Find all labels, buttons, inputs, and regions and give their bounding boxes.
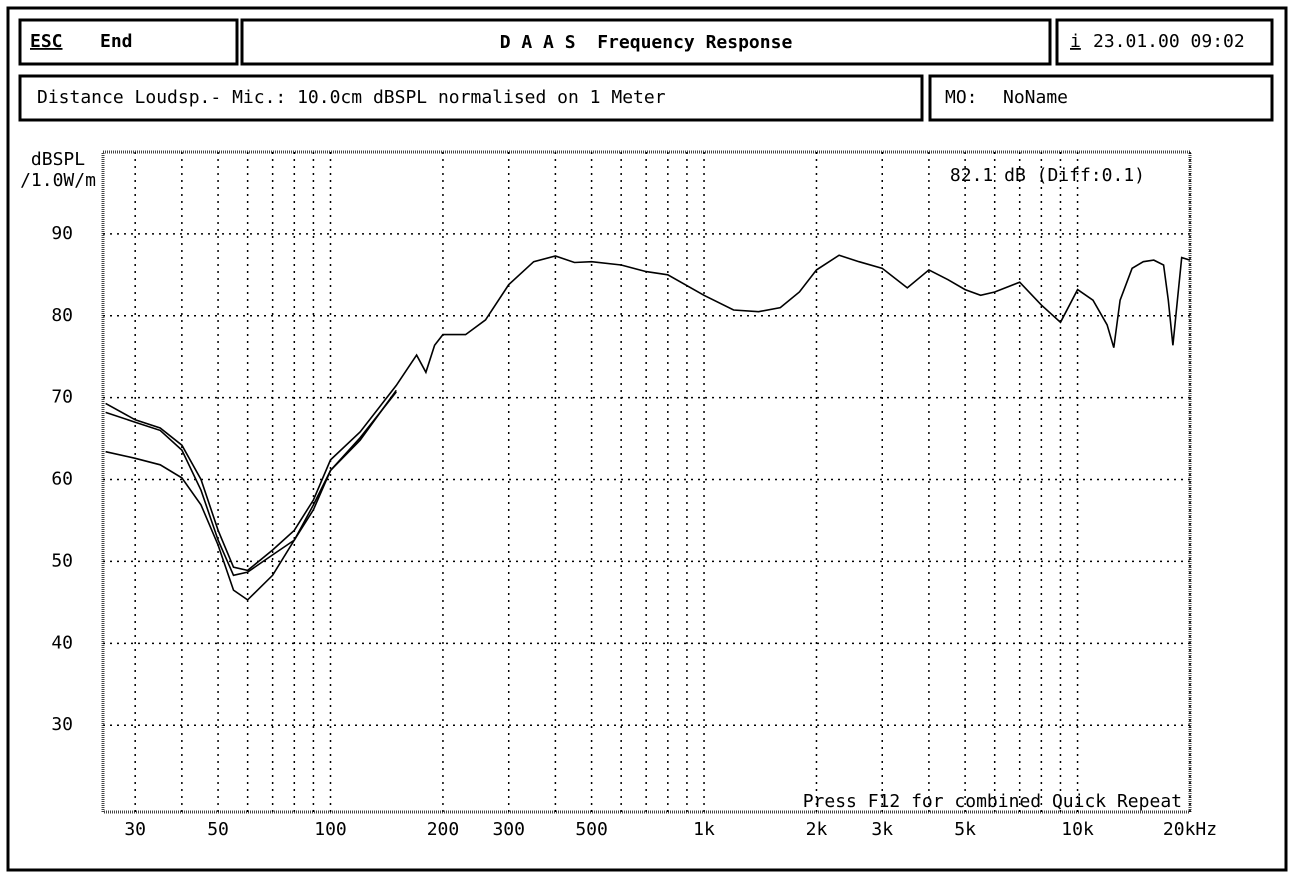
footer-hint: Press F12 for combined Quick Repeat bbox=[803, 791, 1182, 812]
x-tick-label: 50 bbox=[207, 819, 229, 840]
date-box bbox=[1055, 18, 1274, 66]
x-tick-label: 3k bbox=[871, 819, 893, 840]
window-frame bbox=[6, 6, 1288, 872]
esc-box[interactable] bbox=[18, 18, 239, 66]
x-tick-label: 5k bbox=[954, 819, 976, 840]
esc-key[interactable]: ESC bbox=[30, 31, 63, 52]
model-box bbox=[928, 74, 1274, 122]
x-tick-label: 2k bbox=[806, 819, 828, 840]
info-box bbox=[18, 74, 924, 122]
model-name: NoName bbox=[1003, 87, 1068, 108]
x-tick-label: 500 bbox=[575, 819, 608, 840]
x-tick-label: 300 bbox=[492, 819, 525, 840]
x-tick-label: 100 bbox=[314, 819, 347, 840]
y-tick-label: 40 bbox=[51, 632, 73, 653]
x-tick-label: 30 bbox=[124, 819, 146, 840]
y-axis-label: dBSPL bbox=[31, 149, 85, 170]
info-text: Distance Loudsp.- Mic.: 10.0cm dBSPL nor… bbox=[37, 87, 666, 108]
y-tick-label: 70 bbox=[51, 387, 73, 408]
y-tick-label: 30 bbox=[51, 714, 73, 735]
y-axis-unit: /1.0W/m bbox=[20, 170, 96, 191]
response-curve bbox=[105, 254, 1191, 572]
end-label[interactable]: End bbox=[100, 31, 133, 52]
x-tick-label: 10k bbox=[1061, 819, 1094, 840]
x-tick-label: 20kHz bbox=[1163, 819, 1217, 840]
plot: 30 40 50 60 70 80 90 30 50 100 200 300 500 1k 2k 3k 5k 10… bbox=[51, 150, 1217, 840]
y-tick-label: 90 bbox=[51, 223, 73, 244]
datetime: 23.01.00 09:02 bbox=[1093, 31, 1245, 52]
model-label: MO: bbox=[945, 87, 978, 108]
annotation: 82.1 dB (Diff:0.1) bbox=[950, 165, 1145, 186]
x-tick-label: 1k bbox=[693, 819, 715, 840]
title: D A A S Frequency Response bbox=[500, 32, 793, 53]
info-key[interactable]: i bbox=[1070, 31, 1081, 52]
response-curve bbox=[105, 389, 397, 577]
title-box bbox=[240, 18, 1052, 66]
y-tick-label: 60 bbox=[51, 469, 73, 490]
response-curve bbox=[105, 391, 397, 601]
y-tick-label: 80 bbox=[51, 305, 73, 326]
y-tick-label: 50 bbox=[51, 550, 73, 571]
x-tick-label: 200 bbox=[427, 819, 460, 840]
